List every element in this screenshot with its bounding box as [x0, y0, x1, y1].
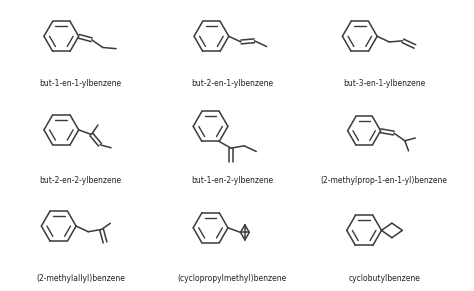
Text: but-2-en-1-ylbenzene: but-2-en-1-ylbenzene — [191, 79, 273, 88]
Text: (2-methylprop-1-en-1-yl)benzene: (2-methylprop-1-en-1-yl)benzene — [320, 176, 447, 185]
Text: but-3-en-1-ylbenzene: but-3-en-1-ylbenzene — [343, 79, 425, 88]
Text: (2-methylallyl)benzene: (2-methylallyl)benzene — [36, 274, 125, 283]
Text: but-1-en-1-ylbenzene: but-1-en-1-ylbenzene — [39, 79, 121, 88]
Text: (cyclopropylmethyl)benzene: (cyclopropylmethyl)benzene — [178, 274, 287, 283]
Text: cyclobutylbenzene: cyclobutylbenzene — [348, 274, 420, 283]
Text: but-2-en-2-ylbenzene: but-2-en-2-ylbenzene — [39, 176, 121, 185]
Text: but-1-en-2-ylbenzene: but-1-en-2-ylbenzene — [191, 176, 273, 185]
